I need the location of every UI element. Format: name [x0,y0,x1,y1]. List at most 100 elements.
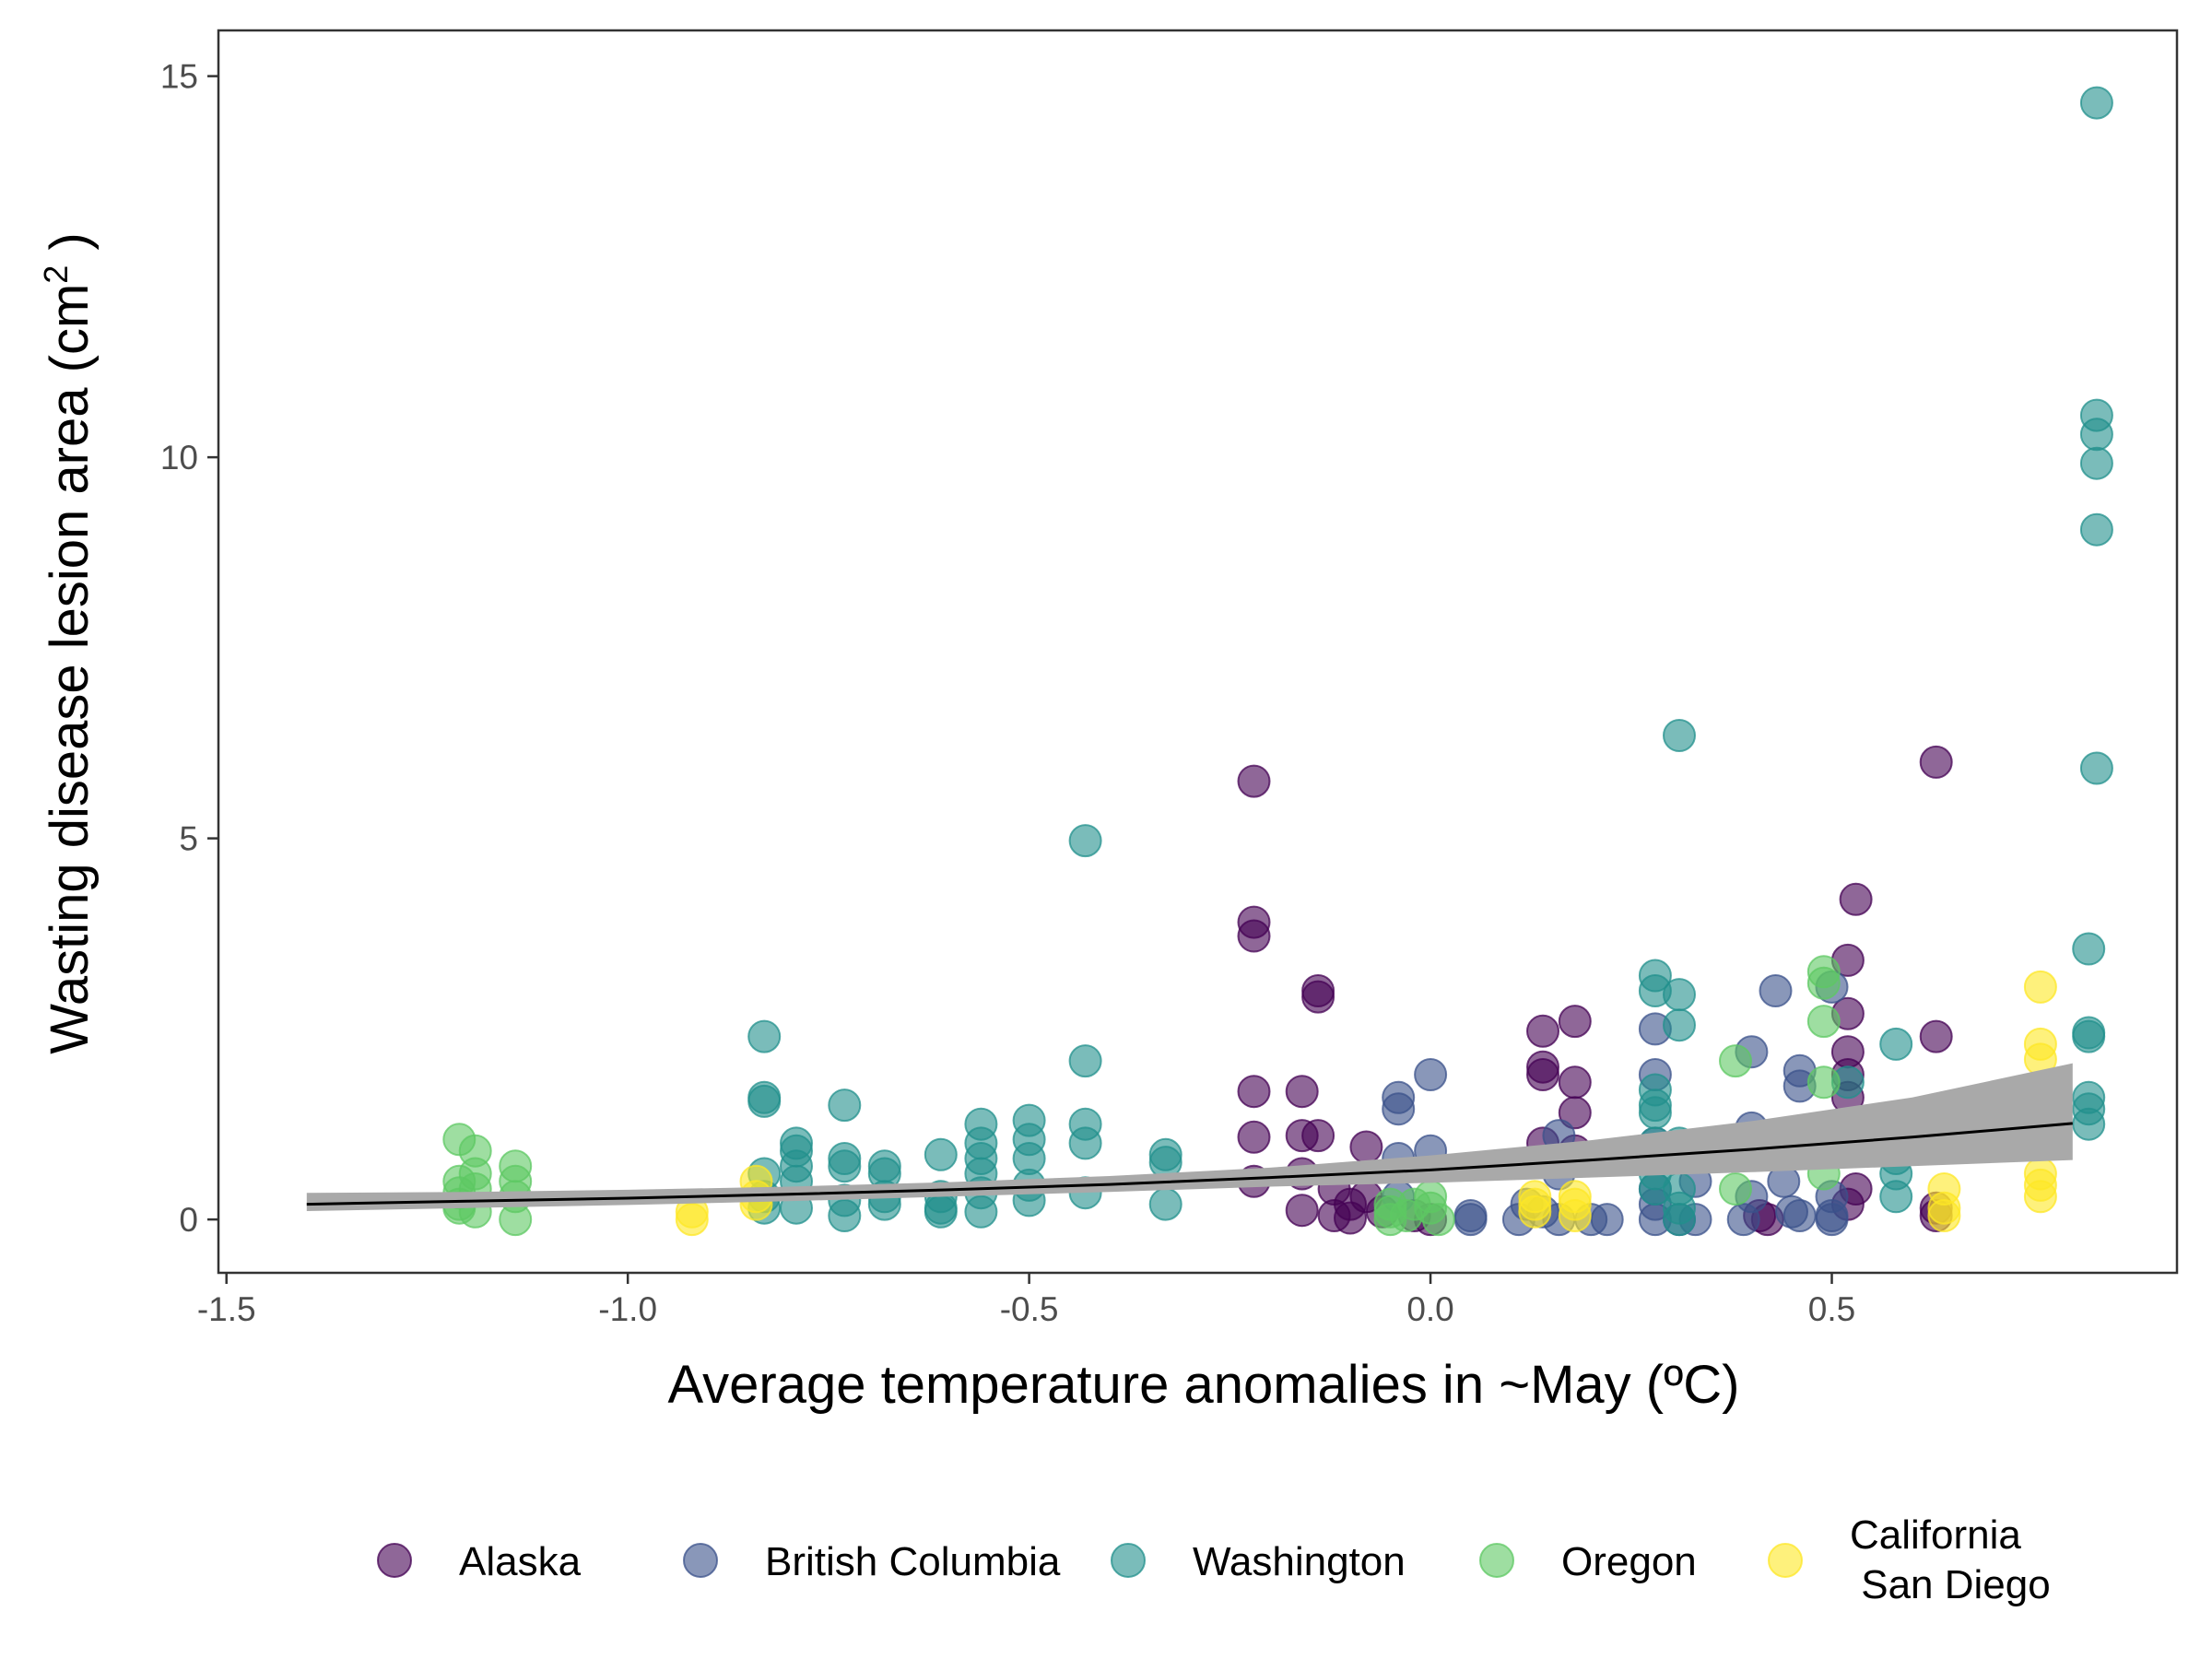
legend-label: California San Diego [1850,1512,2051,1607]
data-point [1148,1187,1182,1221]
data-point [1558,1065,1592,1100]
data-point [1927,1199,1961,1232]
data-point [1815,1203,1849,1237]
data-point [1919,745,1953,779]
legend-label: Washington [1193,1539,1406,1584]
data-point [1663,719,1696,752]
legend-item: Alaska [377,1539,582,1584]
data-point [2079,418,2113,452]
confidence-band [306,1063,2073,1211]
legend-label: Oregon [1561,1539,1697,1584]
legend-label-line: Washington [1193,1539,1406,1584]
legend-label-line: British Columbia [765,1539,1061,1584]
legend-item: Washington [1111,1539,1406,1584]
data-point [828,1149,862,1183]
data-point [1806,1005,1841,1039]
legend-label-line: Alaska [459,1539,582,1584]
data-point [828,1088,862,1123]
data-point [1558,1096,1592,1130]
data-point [747,1019,782,1053]
x-tick-label: 0.5 [1808,1290,1855,1328]
y-tick-label: 5 [179,820,198,858]
legend-label-line: San Diego [1850,1562,2051,1607]
data-point [1879,1180,1913,1214]
data-point [1839,882,1873,916]
data-point [924,1194,958,1229]
x-axis: -1.5 -1.0 -0.5 0.0 0.5 [197,1273,1855,1328]
data-point [1526,1014,1559,1048]
data-point [2072,932,2106,966]
data-point [1526,1058,1559,1091]
legend: Alaska British Columbia Washington Oregon Ca… [377,1512,2051,1607]
y-axis-title-main: Wasting disease lesion area (cm [40,284,100,1054]
legend-item: British Columbia [683,1539,1061,1584]
y-tick-label: 10 [160,439,198,477]
data-point [2079,446,2113,480]
points-layer [442,86,2113,1237]
data-point [1285,1194,1319,1228]
x-tick-label: -1.5 [197,1290,256,1328]
data-point [1879,1027,1913,1061]
data-point [1285,1075,1319,1109]
legend-label: British Columbia [765,1539,1061,1584]
plot-panel-border [217,29,2179,1275]
legend-label: Alaska [459,1539,582,1584]
x-tick-label: 0.0 [1406,1290,1453,1328]
data-point [1068,824,1102,858]
data-point [1806,1065,1841,1100]
data-point [1919,1019,1953,1053]
data-point [1663,1203,1696,1237]
data-point [1453,1199,1488,1232]
legend-item: Oregon [1479,1539,1697,1584]
data-point [1068,1044,1102,1078]
data-point [1759,974,1793,1007]
data-point [1726,1203,1760,1237]
data-point [499,1203,533,1237]
data-point [2072,1019,2106,1053]
data-point [964,1194,998,1229]
data-point [1237,764,1271,798]
y-tick-label: 15 [160,58,198,96]
fit-line [306,1122,2073,1206]
data-point [1237,1075,1271,1109]
legend-label-line: California [1850,1512,2021,1558]
data-point [1068,1126,1102,1160]
legend-key [1111,1543,1146,1578]
data-point [2079,512,2113,547]
data-point [2023,1180,2057,1214]
legend-label-line: Oregon [1561,1539,1697,1584]
data-point [2079,751,2113,785]
data-point [924,1137,958,1171]
data-point [1285,1119,1319,1153]
data-point [1558,1005,1592,1039]
data-point [675,1203,709,1237]
series-1 [1382,970,1849,1237]
data-point [1382,1092,1416,1126]
data-point [1334,1201,1367,1235]
data-point [2079,86,2113,120]
fit-layer [306,1063,2073,1211]
series-4 [675,970,2057,1237]
data-point [1349,1130,1383,1164]
data-point [1301,980,1335,1014]
data-point [2023,970,2057,1004]
data-point [828,1199,862,1232]
y-tick-label: 0 [179,1201,198,1239]
legend-key [1768,1543,1803,1578]
data-point [1719,1172,1752,1206]
data-point [1806,966,1841,1000]
x-tick-label: -0.5 [1000,1290,1059,1328]
legend-key [1479,1543,1514,1578]
x-tick-label: -1.0 [598,1290,657,1328]
data-point [1558,1199,1592,1232]
legend-item: California San Diego [1768,1512,2051,1607]
data-point [1237,919,1271,953]
data-point [1775,1194,1808,1229]
y-axis-title-superscript: 2 [37,265,75,284]
data-point [1237,1120,1271,1154]
x-axis-title: Average temperature anomalies in ~May (º… [668,1355,1740,1415]
series-3 [442,955,1841,1237]
legend-key [683,1543,718,1578]
y-axis: 0 5 10 15 [160,58,218,1239]
